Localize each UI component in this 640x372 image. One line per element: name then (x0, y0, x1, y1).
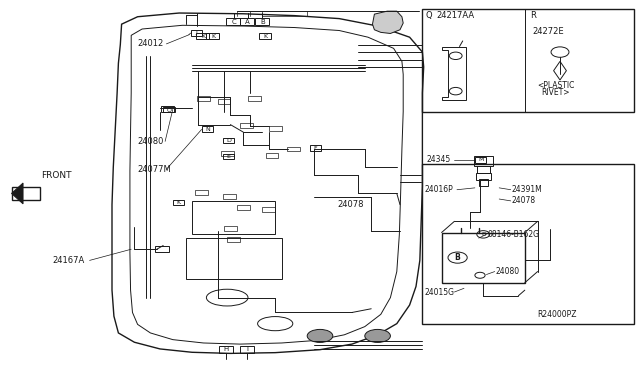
Bar (310, 145, 321, 151)
Text: K: K (264, 33, 268, 39)
Text: K: K (211, 33, 215, 39)
Bar (223, 138, 234, 143)
Bar (422, 164, 634, 324)
Bar (206, 33, 219, 39)
Ellipse shape (307, 330, 333, 342)
Polygon shape (12, 183, 23, 204)
Text: 08146-B162G: 08146-B162G (488, 230, 540, 239)
Text: 24080: 24080 (496, 267, 520, 276)
Bar (474, 156, 493, 166)
Text: 24217AA: 24217AA (436, 12, 475, 20)
Text: 24016P: 24016P (424, 185, 453, 194)
Text: H: H (223, 346, 228, 352)
Text: <PLASTIC: <PLASTIC (538, 81, 575, 90)
Bar (202, 126, 213, 132)
Bar (173, 200, 184, 205)
Bar (161, 106, 174, 112)
Text: A: A (245, 19, 250, 25)
Text: J: J (196, 31, 197, 35)
Bar (240, 18, 254, 25)
Bar (248, 96, 261, 101)
Text: F: F (314, 145, 317, 151)
Text: 24078: 24078 (512, 196, 536, 205)
Bar (269, 126, 282, 131)
Text: B: B (481, 232, 485, 237)
PathPatch shape (372, 11, 403, 33)
Text: B: B (260, 19, 265, 25)
Bar (227, 237, 240, 242)
Text: K: K (202, 33, 205, 39)
Bar (255, 18, 269, 25)
Text: Q: Q (426, 12, 432, 20)
Bar (224, 226, 237, 231)
Text: K: K (177, 200, 180, 205)
Bar (197, 96, 210, 101)
Bar (219, 346, 233, 353)
Text: 24015G: 24015G (425, 288, 455, 296)
Text: Q: Q (166, 107, 172, 112)
Bar (191, 30, 202, 36)
Text: R24000PZ: R24000PZ (538, 310, 577, 319)
Bar (262, 207, 275, 212)
Bar (237, 205, 250, 210)
Bar (287, 147, 300, 151)
Text: 24391M: 24391M (512, 185, 543, 194)
Text: 24272E: 24272E (532, 27, 564, 36)
Text: N: N (205, 127, 210, 132)
Bar (479, 179, 488, 186)
Bar (12, 187, 40, 200)
Bar (477, 166, 490, 173)
Text: 24012: 24012 (138, 39, 164, 48)
Bar (223, 194, 236, 199)
Text: M: M (478, 157, 483, 163)
Bar (163, 107, 175, 112)
Text: RIVET>: RIVET> (541, 88, 570, 97)
Bar (192, 201, 275, 234)
Bar (223, 154, 234, 159)
Text: 24167A: 24167A (52, 256, 84, 265)
Bar (196, 33, 209, 39)
Bar (186, 238, 282, 279)
Text: R: R (530, 12, 536, 20)
Bar (226, 18, 240, 25)
Bar (476, 173, 491, 180)
Ellipse shape (365, 330, 390, 342)
Text: C: C (231, 19, 236, 25)
Bar (155, 246, 169, 252)
Text: B: B (455, 253, 460, 262)
Bar (221, 151, 234, 156)
Text: 24345: 24345 (426, 155, 451, 164)
Bar (240, 346, 254, 353)
Bar (240, 123, 253, 128)
Bar (218, 99, 230, 104)
Text: D: D (226, 138, 231, 143)
Bar (259, 33, 271, 39)
Bar (475, 157, 486, 163)
Bar (266, 153, 278, 158)
Bar (195, 190, 208, 195)
Bar (422, 9, 634, 112)
Text: 24077M: 24077M (138, 165, 172, 174)
Text: FRONT: FRONT (42, 171, 72, 180)
Bar (442, 232, 525, 283)
Text: I: I (246, 346, 248, 352)
Text: 24080: 24080 (138, 137, 164, 146)
Text: 24078: 24078 (337, 200, 364, 209)
Text: E: E (227, 154, 230, 159)
